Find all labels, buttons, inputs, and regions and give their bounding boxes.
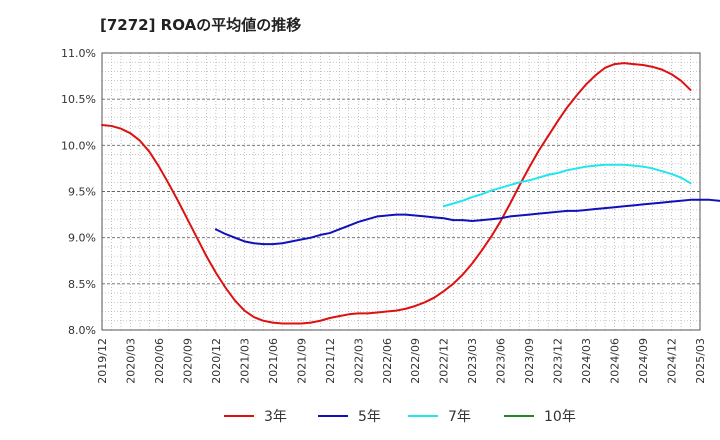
y-tick-label: 10.5% [61, 93, 96, 106]
plot-frame [101, 52, 701, 331]
x-tick-label: 2022/03 [352, 338, 365, 384]
series-line-0 [101, 62, 692, 325]
x-tick-label: 2020/12 [210, 338, 223, 384]
x-tick-label: 2024/09 [637, 338, 650, 384]
chart-title: [7272] ROAの平均値の推移 [100, 16, 302, 34]
y-tick-label: 9.0% [68, 232, 96, 245]
y-tick-label: 8.0% [68, 324, 96, 337]
legend-item-5y: 5年 [318, 404, 381, 428]
y-tick-label: 10.0% [61, 139, 96, 152]
x-tick-label: 2024/03 [580, 338, 593, 384]
legend-swatch-5y [318, 415, 348, 417]
x-tick-label: 2020/03 [124, 338, 137, 384]
legend-item-3y: 3年 [224, 404, 287, 428]
x-tick-label: 2023/06 [495, 338, 508, 384]
legend-item-7y: 7年 [408, 404, 471, 428]
legend-label-5y: 5年 [358, 409, 381, 425]
legend-swatch-7y [408, 415, 438, 417]
x-tick-label: 2021/09 [295, 338, 308, 384]
x-tick-label: 2024/06 [609, 338, 622, 384]
x-tick-label: 2021/06 [267, 338, 280, 384]
legend-swatch-3y [224, 415, 254, 417]
legend-swatch-10y [504, 415, 534, 417]
tick-labels: 11.0% 10.5% 10.0% 9.5% 9.0% 8.5% 8.0%2019/12 20… [61, 47, 707, 384]
series-lines [101, 62, 720, 325]
y-tick-label: 8.5% [68, 278, 96, 291]
x-tick-label: 2022/12 [438, 338, 451, 384]
legend-label-10y: 10年 [544, 409, 576, 425]
x-tick-label: 2021/03 [238, 338, 251, 384]
x-tick-label: 2023/03 [466, 338, 479, 384]
legend-item-10y: 10年 [504, 404, 576, 428]
x-tick-label: 2020/09 [181, 338, 194, 384]
x-tick-label: 2019/12 [96, 338, 109, 384]
x-tick-label: 2021/12 [324, 338, 337, 384]
x-tick-label: 2022/09 [409, 338, 422, 384]
x-tick-label: 2022/06 [381, 338, 394, 384]
plot-area [102, 53, 700, 330]
series-line-1 [214, 198, 720, 246]
legend-label-7y: 7年 [448, 409, 471, 425]
y-tick-label: 11.0% [61, 47, 96, 60]
x-tick-label: 2023/09 [523, 338, 536, 384]
series-line-2 [442, 163, 692, 208]
axes [101, 52, 701, 331]
x-tick-label: 2025/03 [694, 338, 707, 384]
x-tick-label: 2020/06 [153, 338, 166, 384]
legend-label-3y: 3年 [264, 409, 287, 425]
legend: 3年 5年 7年 10年 [0, 404, 720, 428]
x-tick-label: 2024/12 [666, 338, 679, 384]
grid [102, 53, 700, 330]
x-tick-label: 2023/12 [552, 338, 565, 384]
y-tick-label: 9.5% [68, 186, 96, 199]
